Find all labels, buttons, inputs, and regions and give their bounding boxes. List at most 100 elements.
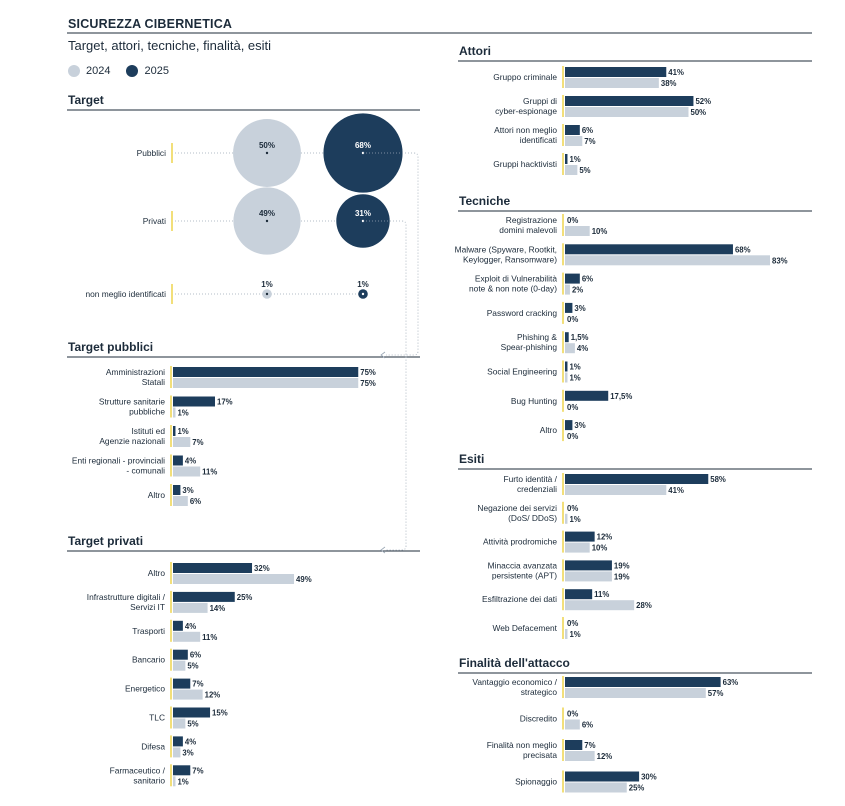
attori-gruppi-hacktivisti-bar-2024: [565, 165, 578, 175]
esiti-esfiltrazione-dei-dati-value-2024: 28%: [636, 601, 652, 610]
esiti-minaccia-avanzata-persistente-apt-accent-bar: [562, 559, 564, 582]
target-privati-value-2024: 49%: [259, 209, 275, 218]
target-pubblici-amministrazioni-statali-accent-bar: [170, 366, 172, 388]
target-pubblici-istituti-ed-agenzie-nazionali-value-2024: 7%: [192, 438, 203, 447]
tecniche-malware-spyware-rootkit-keylogger-ransomware-bar-2024: [565, 255, 771, 266]
tecniche-social-engineering-bar-2024: [565, 372, 568, 383]
target-privati-difesa-value-2024: 3%: [182, 748, 193, 757]
target-non-meglio-identificati-accent-bar: [171, 284, 173, 304]
esiti-attivit-prodromiche-bar-2025: [565, 531, 595, 542]
target-privati-title: Target privati: [68, 534, 143, 548]
attori-gruppi-hacktivisti-value-2024: 5%: [579, 166, 590, 175]
tecniche-altro-value-2024: 0%: [567, 432, 578, 441]
tecniche-phishing-spear-phishing-bar-2024: [565, 343, 575, 354]
finalita-finalit-non-meglio-precisata-label: precisata: [523, 750, 557, 760]
attori-attori-non-meglio-identificati-accent-bar: [562, 124, 564, 146]
legend-swatch-2025: [126, 65, 139, 77]
finalita-title: Finalità dell'attacco: [459, 656, 570, 670]
target-privati-farmaceutico-sanitario-accent-bar: [170, 764, 172, 787]
finalita-finalit-non-meglio-precisata-label: Finalità non meglio: [487, 740, 558, 750]
target-pubblici-strutture-sanitarie-pubbliche-label: pubbliche: [129, 407, 165, 417]
finalita-vantaggio-economico-strategico-accent-bar: [562, 676, 564, 698]
finalita-spionaggio-bar-2024: [565, 782, 627, 793]
target-privati-energetico-bar-2025: [173, 678, 191, 689]
target-pubblici-amministrazioni-statali-label: Statali: [142, 377, 165, 387]
target-privati-tlc-value-2024: 5%: [187, 720, 198, 729]
tecniche-registrazione-domini-malevoli-label: domini malevoli: [499, 225, 557, 235]
target-privati-bancario-value-2024: 5%: [187, 662, 198, 671]
target-privati-trasporti-value-2024: 11%: [202, 633, 217, 642]
attori-attori-non-meglio-identificati-label: Attori non meglio: [494, 125, 557, 135]
target-privati-farmaceutico-sanitario-value-2024: 1%: [177, 777, 188, 786]
attori-attori-non-meglio-identificati-value-2024: 7%: [584, 137, 595, 146]
finalita-vantaggio-economico-strategico-label: Vantaggio economico /: [472, 677, 557, 687]
attori-attori-non-meglio-identificati-value-2025: 6%: [582, 126, 593, 135]
tecniche-malware-spyware-rootkit-keylogger-ransomware-value-2025: 68%: [735, 245, 751, 254]
esiti-attivit-prodromiche-value-2024: 10%: [592, 544, 608, 553]
finalita-discredito-bar-2024: [565, 719, 580, 730]
tecniche-phishing-spear-phishing-value-2024: 4%: [577, 344, 588, 353]
target-pubblici-enti-regionali-provinciali-comunali-accent-bar: [170, 454, 172, 477]
attori-gruppo-criminale-bar-2024: [565, 78, 659, 88]
target-pubblici-enti-regionali-provinciali-comunali-label: - comunali: [126, 466, 165, 476]
target-pubblici-enti-regionali-provinciali-comunali-bar-2025: [173, 455, 183, 466]
tecniche-phishing-spear-phishing-accent-bar: [562, 331, 564, 354]
attori-gruppi-hacktivisti-value-2025: 1%: [569, 155, 580, 164]
target-pubblici-enti-regionali-provinciali-comunali-value-2025: 4%: [185, 457, 196, 466]
target-privati-altro-value-2024: 49%: [296, 575, 312, 584]
attori-gruppi-di-cyber-espionage-label: Gruppi di: [523, 96, 557, 106]
legend-swatch-2024: [68, 65, 80, 77]
finalita-discredito-value-2024: 6%: [582, 721, 593, 730]
tecniche-exploit-di-vulnerabilit-note-non-note-0-day-label: note & non note (0-day): [469, 284, 557, 294]
target-privati-tlc-bar-2024: [173, 718, 186, 729]
tecniche-social-engineering-accent-bar: [562, 360, 564, 383]
target-pubblici-value-2024: 50%: [259, 141, 275, 150]
target-privati-infrastrutture-digitali-servizi-it-value-2025: 25%: [237, 593, 253, 602]
connector-pubblici-arrow-icon: [380, 351, 386, 359]
target-non-meglio-identificati-label: non meglio identificati: [85, 289, 166, 299]
target-privati-difesa-bar-2025: [173, 736, 183, 747]
tecniche-social-engineering-value-2025: 1%: [569, 363, 580, 372]
attori-gruppo-criminale-accent-bar: [562, 66, 564, 88]
target-privati-infrastrutture-digitali-servizi-it-bar-2024: [173, 602, 208, 613]
target-pubblici-title: Target pubblici: [68, 340, 153, 354]
target-pubblici-amministrazioni-statali-value-2025: 75%: [360, 368, 376, 377]
esiti-web-defacement-bar-2024: [565, 629, 568, 639]
esiti-attivit-prodromiche-bar-2024: [565, 542, 590, 553]
esiti-web-defacement-value-2024: 1%: [569, 630, 580, 639]
target-privati-energetico-label: Energetico: [125, 684, 165, 694]
target-privati-label: Privati: [143, 216, 166, 226]
target-pubblici-center-dot-2024: [265, 151, 269, 155]
tecniche-bug-hunting-value-2025: 17,5%: [610, 392, 632, 401]
esiti-minaccia-avanzata-persistente-apt-value-2024: 19%: [614, 572, 630, 581]
esiti-negazione-dei-servizi-dos-ddos-value-2024: 1%: [569, 515, 580, 524]
target-privati-farmaceutico-sanitario-label: sanitario: [133, 775, 165, 785]
target-privati-bancario-label: Bancario: [132, 655, 165, 665]
subtitle: Target, attori, tecniche, finalità, esit…: [68, 38, 272, 53]
target-privati-energetico-accent-bar: [170, 677, 172, 700]
tecniche-phishing-spear-phishing-label: Spear-phishing: [501, 342, 558, 352]
esiti-title: Esiti: [459, 452, 484, 466]
finalita-spionaggio-value-2025: 30%: [641, 773, 657, 782]
target-non-meglio-identificati-value-2025: 1%: [357, 280, 369, 289]
target-privati-trasporti-bar-2024: [173, 631, 201, 642]
target-pubblici-strutture-sanitarie-pubbliche-value-2024: 1%: [177, 409, 188, 418]
target-privati-farmaceutico-sanitario-value-2025: 7%: [192, 766, 203, 775]
target-pubblici-strutture-sanitarie-pubbliche-accent-bar: [170, 395, 172, 418]
attori-title: Attori: [459, 44, 491, 58]
target-privati-bancario-bar-2025: [173, 649, 188, 660]
target-pubblici-altro-accent-bar: [170, 484, 172, 506]
attori-gruppi-di-cyber-espionage-bar-2024: [565, 107, 689, 117]
attori-gruppi-di-cyber-espionage-label: cyber-espionage: [495, 106, 557, 116]
tecniche-malware-spyware-rootkit-keylogger-ransomware-accent-bar: [562, 243, 564, 266]
target-privati-altro-accent-bar: [170, 562, 172, 584]
target-privati-bancario-value-2025: 6%: [190, 651, 201, 660]
target-pubblici-altro-bar-2025: [173, 485, 181, 495]
esiti-attivit-prodromiche-value-2025: 12%: [597, 533, 613, 542]
target-privati-altro-label: Altro: [148, 568, 166, 578]
target-pubblici-altro-value-2025: 3%: [182, 486, 193, 495]
finalita-spionaggio-label: Spionaggio: [515, 777, 557, 787]
target-pubblici-enti-regionali-provinciali-comunali-value-2024: 11%: [202, 468, 217, 477]
target-title: Target: [68, 93, 104, 107]
target-pubblici-strutture-sanitarie-pubbliche-value-2025: 17%: [217, 398, 233, 407]
